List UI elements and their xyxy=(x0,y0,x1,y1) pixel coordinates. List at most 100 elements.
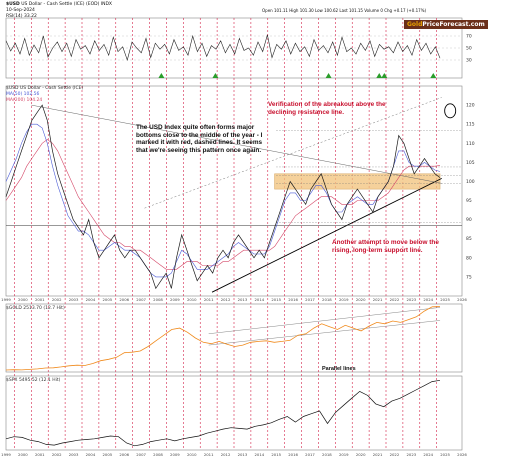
x-tick-label-bottom: 2001 xyxy=(35,452,45,457)
x-tick-label-usd: 2014 xyxy=(254,297,264,302)
chart-date: 10-Sep-2024 xyxy=(6,8,35,13)
x-tick-label-usd: 2005 xyxy=(102,297,112,302)
spx-legend: $SPX 5495.52 (12.1 Hit) xyxy=(6,378,61,383)
chart-title: $USD US Dollar - Cash Settle (ICE) (EOD)… xyxy=(6,2,113,7)
x-tick-label-usd: 2016 xyxy=(288,297,298,302)
long-term-support-line xyxy=(211,177,442,293)
x-tick-label-bottom: 2021 xyxy=(373,452,383,457)
rsi-buy-arrow xyxy=(381,73,388,78)
x-tick-label-usd: 1999 xyxy=(1,297,11,302)
usd-sma-slow-line xyxy=(5,139,441,270)
usd-price-line xyxy=(5,104,441,290)
x-tick-label-bottom: 2010 xyxy=(187,452,197,457)
brand-logo: GoldPriceForecast.com xyxy=(404,20,488,29)
x-tick-label-bottom: 2025 xyxy=(440,452,450,457)
x-tick-label-bottom: 2019 xyxy=(339,452,349,457)
usd-tick-label: 95 xyxy=(466,198,472,204)
x-tick-label-usd: 2009 xyxy=(170,297,180,302)
annotation-usd-pattern: The USD Index quite often forms major bo… xyxy=(136,124,263,154)
annotation-breakout: Verification of the abreakout above the … xyxy=(268,101,386,116)
usd-tick-label: 110 xyxy=(466,141,475,147)
rsi-buy-arrow xyxy=(376,73,383,78)
x-tick-label-usd: 2015 xyxy=(271,297,281,302)
x-tick-label-usd: 2017 xyxy=(305,297,315,302)
x-tick-label-usd: 2007 xyxy=(136,297,146,302)
x-tick-label-bottom: 2008 xyxy=(153,452,163,457)
x-tick-label-bottom: 1999 xyxy=(1,452,11,457)
x-tick-label-usd: 2026 xyxy=(457,297,467,302)
x-tick-label-bottom: 2009 xyxy=(170,452,180,457)
rsi-buy-arrow xyxy=(430,73,437,78)
gold-legend: $GOLD 2513.70 (12.7 Hit) xyxy=(6,306,65,311)
x-tick-label-bottom: 2006 xyxy=(119,452,129,457)
x-tick-label-usd: 2012 xyxy=(221,297,231,302)
x-tick-label-usd: 2001 xyxy=(35,297,45,302)
x-tick-label-usd: 2024 xyxy=(423,297,433,302)
x-tick-label-bottom: 2023 xyxy=(406,452,416,457)
rsi-line xyxy=(5,34,441,62)
x-tick-label-bottom: 2014 xyxy=(254,452,264,457)
sma-slow-legend: MA(200) 104.24 xyxy=(6,98,43,103)
target-circle xyxy=(444,103,457,119)
usd-tick-label: 90 xyxy=(466,217,472,223)
x-tick-label-bottom: 2020 xyxy=(356,452,366,457)
usd-tick-label: 75 xyxy=(466,274,472,280)
annotation-parallel: Parallel lines xyxy=(322,366,356,372)
x-tick-label-bottom: 2015 xyxy=(271,452,281,457)
usd-tick-label: 115 xyxy=(466,122,475,128)
main-legend: $USD US Dollar - Cash Settle (ICE) xyxy=(6,86,84,91)
rsi-label: RSI(14) 33.22 xyxy=(6,14,37,19)
usd-tick-label: 85 xyxy=(466,236,472,242)
parallel-line-upper xyxy=(208,307,441,334)
x-tick-label-usd: 2023 xyxy=(406,297,416,302)
usd-tick-label: 120 xyxy=(466,103,475,109)
gold-price-line xyxy=(5,306,441,371)
x-tick-label-usd: 2022 xyxy=(390,297,400,302)
x-tick-label-usd: 2021 xyxy=(373,297,383,302)
declining-resistance-line xyxy=(31,104,442,184)
x-tick-label-usd: 2013 xyxy=(238,297,248,302)
x-tick-label-usd: 2025 xyxy=(440,297,450,302)
x-tick-label-bottom: 2022 xyxy=(390,452,400,457)
rsi-tick-label: 30 xyxy=(466,58,472,64)
x-tick-label-bottom: 2026 xyxy=(457,452,467,457)
parallel-line-lower xyxy=(208,320,441,346)
upper-channel-line xyxy=(144,97,442,209)
x-tick-label-bottom: 2004 xyxy=(86,452,96,457)
x-tick-label-bottom: 2002 xyxy=(52,452,62,457)
sma-fast-legend: MA(50) 102.56 xyxy=(6,92,40,97)
x-tick-label-bottom: 2000 xyxy=(18,452,28,457)
x-tick-label-bottom: 2011 xyxy=(204,452,214,457)
rsi-tick-label: 50 xyxy=(466,46,472,52)
x-tick-label-usd: 2003 xyxy=(69,297,79,302)
x-tick-label-usd: 2004 xyxy=(86,297,96,302)
x-tick-label-bottom: 2016 xyxy=(288,452,298,457)
spx-price-line xyxy=(5,379,441,447)
rsi-buy-arrow xyxy=(212,73,219,78)
x-tick-label-usd: 2000 xyxy=(18,297,28,302)
x-tick-label-bottom: 2024 xyxy=(423,452,433,457)
rsi-tick-label: 70 xyxy=(466,34,472,40)
x-tick-label-bottom: 2007 xyxy=(136,452,146,457)
rsi-buy-arrow xyxy=(158,73,165,78)
resistance-zone xyxy=(274,173,441,190)
x-tick-label-bottom: 2013 xyxy=(238,452,248,457)
x-tick-label-bottom: 2018 xyxy=(322,452,332,457)
x-tick-label-bottom: 2017 xyxy=(305,452,315,457)
x-tick-label-usd: 2019 xyxy=(339,297,349,302)
usd-tick-label: 100 xyxy=(466,179,475,185)
usd-tick-label: 105 xyxy=(466,160,475,166)
annotation-support: Another attempt to move below the rising… xyxy=(332,239,439,254)
x-tick-label-usd: 2011 xyxy=(204,297,214,302)
x-tick-label-usd: 2020 xyxy=(356,297,366,302)
stats-line: Open 101.11 High 101.30 Low 100.62 Last … xyxy=(262,8,427,13)
x-tick-label-usd: 2018 xyxy=(322,297,332,302)
usd-tick-label: 80 xyxy=(466,255,472,261)
x-tick-label-usd: 2002 xyxy=(52,297,62,302)
x-tick-label-usd: 2008 xyxy=(153,297,163,302)
x-tick-label-usd: 2010 xyxy=(187,297,197,302)
x-tick-label-bottom: 2012 xyxy=(221,452,231,457)
x-tick-label-bottom: 2003 xyxy=(69,452,79,457)
